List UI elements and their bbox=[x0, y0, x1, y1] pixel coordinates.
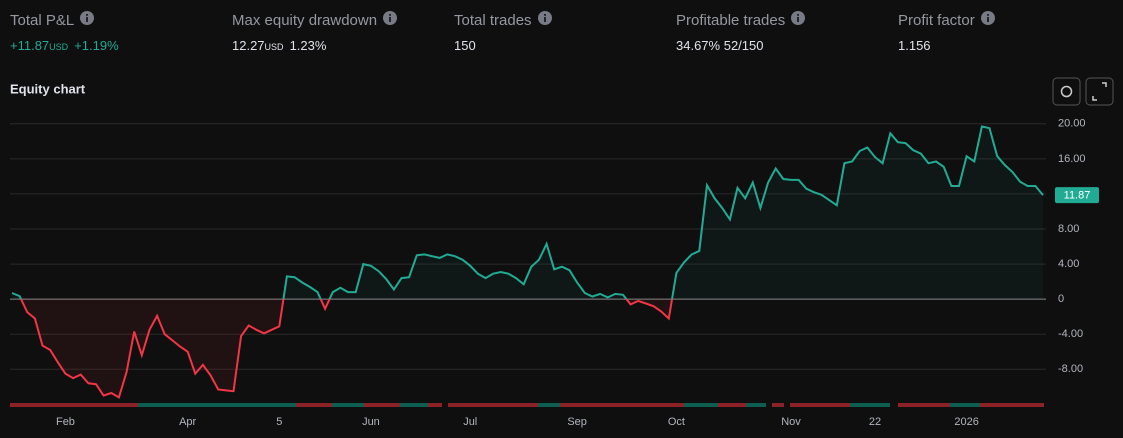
fullscreen-button[interactable] bbox=[1085, 77, 1114, 106]
stat-unit: USD bbox=[49, 42, 69, 52]
stat-value-row: +11.87USD +1.19% bbox=[10, 38, 232, 53]
x-tick-label: Nov bbox=[781, 416, 801, 428]
info-icon[interactable] bbox=[537, 11, 552, 29]
stat-value-row: 12.27USD 1.23% bbox=[232, 38, 454, 53]
stat: Profit factor 1.156 bbox=[898, 10, 1120, 53]
y-tick-label: 16.00 bbox=[1058, 153, 1086, 165]
info-icon[interactable] bbox=[80, 11, 95, 29]
stat-unit: USD bbox=[264, 42, 284, 52]
settings-button[interactable] bbox=[1052, 77, 1081, 106]
stat-label: Total trades bbox=[454, 10, 676, 30]
stat-label-text: Total trades bbox=[454, 11, 532, 29]
x-tick-label: Feb bbox=[56, 416, 75, 428]
x-tick-label: Sep bbox=[567, 416, 587, 428]
stat-label-text: Profit factor bbox=[898, 11, 975, 29]
stat: Profitable trades 34.67% 52/150 bbox=[676, 10, 898, 53]
area-negative bbox=[21, 299, 673, 398]
last-value-badge bbox=[1055, 187, 1099, 204]
stat-value: 1.156 bbox=[898, 38, 931, 53]
chart-title: Equity chart bbox=[10, 81, 86, 96]
x-tick-label: Oct bbox=[668, 416, 685, 428]
stat-value: 34.67% bbox=[676, 38, 721, 53]
stat: Max equity drawdown 12.27USD 1.23% bbox=[232, 10, 454, 53]
y-tick-label: 0 bbox=[1058, 293, 1064, 305]
stat-value-row: 1.156 bbox=[898, 38, 1120, 53]
info-icon[interactable] bbox=[791, 11, 806, 29]
y-tick-label: 20.00 bbox=[1058, 118, 1086, 130]
stat-extra: +1.19% bbox=[74, 38, 119, 53]
x-tick-label: 22 bbox=[869, 416, 881, 428]
last-value-label: 11.87 bbox=[1064, 189, 1091, 201]
stat-label-text: Max equity drawdown bbox=[232, 11, 378, 29]
y-tick-label: 8.00 bbox=[1058, 223, 1079, 235]
stat-label-text: Total P&L bbox=[10, 11, 75, 29]
stat-label-text: Profitable trades bbox=[676, 11, 786, 29]
info-icon[interactable] bbox=[383, 11, 398, 29]
equity-line-positive bbox=[11, 125, 1044, 300]
stat-label: Max equity drawdown bbox=[232, 10, 454, 30]
stat-value: +11.87 bbox=[10, 38, 50, 53]
y-tick-label: -8.00 bbox=[1058, 363, 1083, 375]
stat-extra: 52/150 bbox=[723, 38, 764, 53]
x-tick-label: Jul bbox=[463, 416, 477, 428]
stat-value: 150 bbox=[454, 38, 476, 53]
stat-label: Profit factor bbox=[898, 10, 1120, 30]
stat-value-row: 150 bbox=[454, 38, 676, 53]
stat-label: Profitable trades bbox=[676, 10, 898, 30]
equity-line-negative bbox=[19, 299, 674, 399]
x-tick-label: 5 bbox=[276, 416, 282, 428]
stats-bar: Total P&L +11.87USD +1.19% Max equity drawd… bbox=[10, 10, 1120, 53]
area-positive bbox=[12, 126, 1043, 300]
stat-value: 12.27 bbox=[232, 38, 265, 53]
stat: Total trades 150 bbox=[454, 10, 676, 53]
info-icon[interactable] bbox=[980, 11, 995, 29]
y-tick-label: 4.00 bbox=[1058, 258, 1079, 270]
x-tick-label: 2026 bbox=[954, 416, 978, 428]
stat-value-row: 34.67% 52/150 bbox=[676, 38, 898, 53]
stat: Total P&L +11.87USD +1.19% bbox=[10, 10, 232, 53]
trade-strip bbox=[10, 403, 1044, 407]
y-tick-label: -4.00 bbox=[1058, 328, 1083, 340]
x-tick-label: Apr bbox=[179, 416, 196, 428]
stat-extra: 1.23% bbox=[289, 38, 327, 53]
x-tick-label: Jun bbox=[362, 416, 380, 428]
stat-label: Total P&L bbox=[10, 10, 232, 30]
